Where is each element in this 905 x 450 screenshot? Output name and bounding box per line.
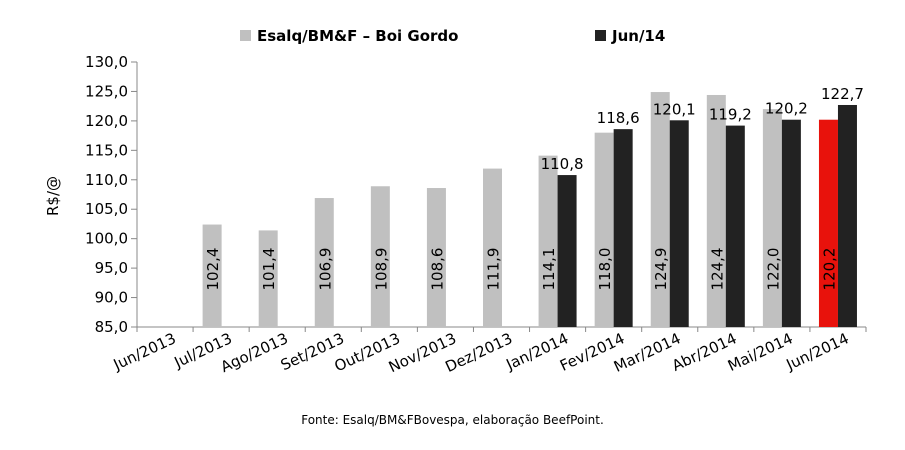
data-label-jun14: 122,7 bbox=[821, 85, 864, 103]
y-tick-label: 100,0 bbox=[85, 230, 128, 248]
x-tick-label: Jun/2014 bbox=[783, 329, 852, 374]
data-label-esalq: 111,9 bbox=[485, 248, 503, 291]
y-tick-label: 105,0 bbox=[85, 200, 128, 218]
bar-esalq bbox=[483, 168, 502, 327]
data-label-esalq: 120,2 bbox=[820, 248, 838, 291]
legend-label-jun14: Jun/14 bbox=[611, 27, 665, 45]
bar-jun14 bbox=[781, 119, 801, 327]
data-label-jun14: 119,2 bbox=[709, 106, 752, 124]
bar-jun14 bbox=[669, 120, 689, 327]
bar-esalq bbox=[706, 94, 726, 327]
legend-label-esalq: Esalq/BM&F – Boi Gordo bbox=[257, 27, 458, 45]
data-label-esalq: 102,4 bbox=[204, 248, 222, 291]
legend-swatch-esalq bbox=[240, 30, 251, 41]
data-labels: 102,4 101,4 106,9 108,9 108,6 111,9 114,1 110,8… bbox=[204, 85, 864, 290]
axes: 85,0 90,0 95,0 100,0 105,0 110,0 115,0 120,0 125… bbox=[85, 53, 867, 376]
data-label-esalq: 108,9 bbox=[372, 248, 390, 291]
y-tick-label: 85,0 bbox=[95, 318, 128, 336]
bar-esalq bbox=[370, 186, 390, 327]
data-label-jun14: 120,1 bbox=[653, 100, 696, 118]
bar-chart: Esalq/BM&F – Boi Gordo Jun/14 R$/@ 85,0 9… bbox=[44, 27, 867, 376]
y-tick-label: 95,0 bbox=[95, 259, 128, 277]
data-label-esalq: 108,6 bbox=[428, 248, 446, 291]
y-tick-label: 130,0 bbox=[85, 53, 128, 71]
data-label-esalq: 122,0 bbox=[764, 248, 782, 291]
bar-esalq bbox=[314, 198, 334, 327]
bar-esalq bbox=[202, 224, 222, 327]
y-tick-label: 90,0 bbox=[95, 289, 128, 307]
data-label-esalq: 118,0 bbox=[596, 248, 614, 291]
bar-esalq bbox=[594, 132, 614, 327]
data-label-jun14: 120,2 bbox=[765, 100, 808, 118]
bar-jun14 bbox=[725, 125, 745, 327]
bar-esalq bbox=[538, 155, 558, 327]
bar-esalq bbox=[762, 109, 782, 327]
data-label-esalq: 101,4 bbox=[260, 248, 278, 291]
y-tick-label: 120,0 bbox=[85, 112, 128, 130]
data-label-esalq: 106,9 bbox=[316, 248, 334, 291]
bar-esalq bbox=[650, 92, 670, 328]
bar-jun14 bbox=[837, 104, 857, 327]
data-label-esalq: 124,9 bbox=[652, 248, 670, 291]
y-tick-label: 125,0 bbox=[85, 82, 128, 100]
data-label-jun14: 110,8 bbox=[541, 155, 584, 173]
bars bbox=[202, 92, 857, 328]
x-tick-label: Mai/2014 bbox=[725, 329, 796, 375]
y-tick-label: 115,0 bbox=[85, 141, 128, 159]
source-note: Fonte: Esalq/BM&FBovespa, elaboração Bee… bbox=[301, 413, 604, 427]
x-tick-label: Jun/2013 bbox=[110, 329, 179, 374]
y-axis-label: R$/@ bbox=[44, 176, 62, 216]
bar-esalq bbox=[426, 188, 446, 327]
data-label-esalq: 114,1 bbox=[540, 248, 558, 291]
legend-swatch-jun14 bbox=[595, 30, 606, 41]
bar-jun14 bbox=[613, 129, 633, 327]
y-tick-label: 110,0 bbox=[85, 171, 128, 189]
bar-esalq bbox=[258, 230, 278, 327]
data-label-jun14: 118,6 bbox=[597, 109, 640, 127]
legend: Esalq/BM&F – Boi Gordo Jun/14 bbox=[240, 27, 665, 45]
data-label-esalq: 124,4 bbox=[708, 248, 726, 291]
bar-jun14 bbox=[557, 175, 577, 327]
bar-esalq bbox=[818, 119, 838, 327]
